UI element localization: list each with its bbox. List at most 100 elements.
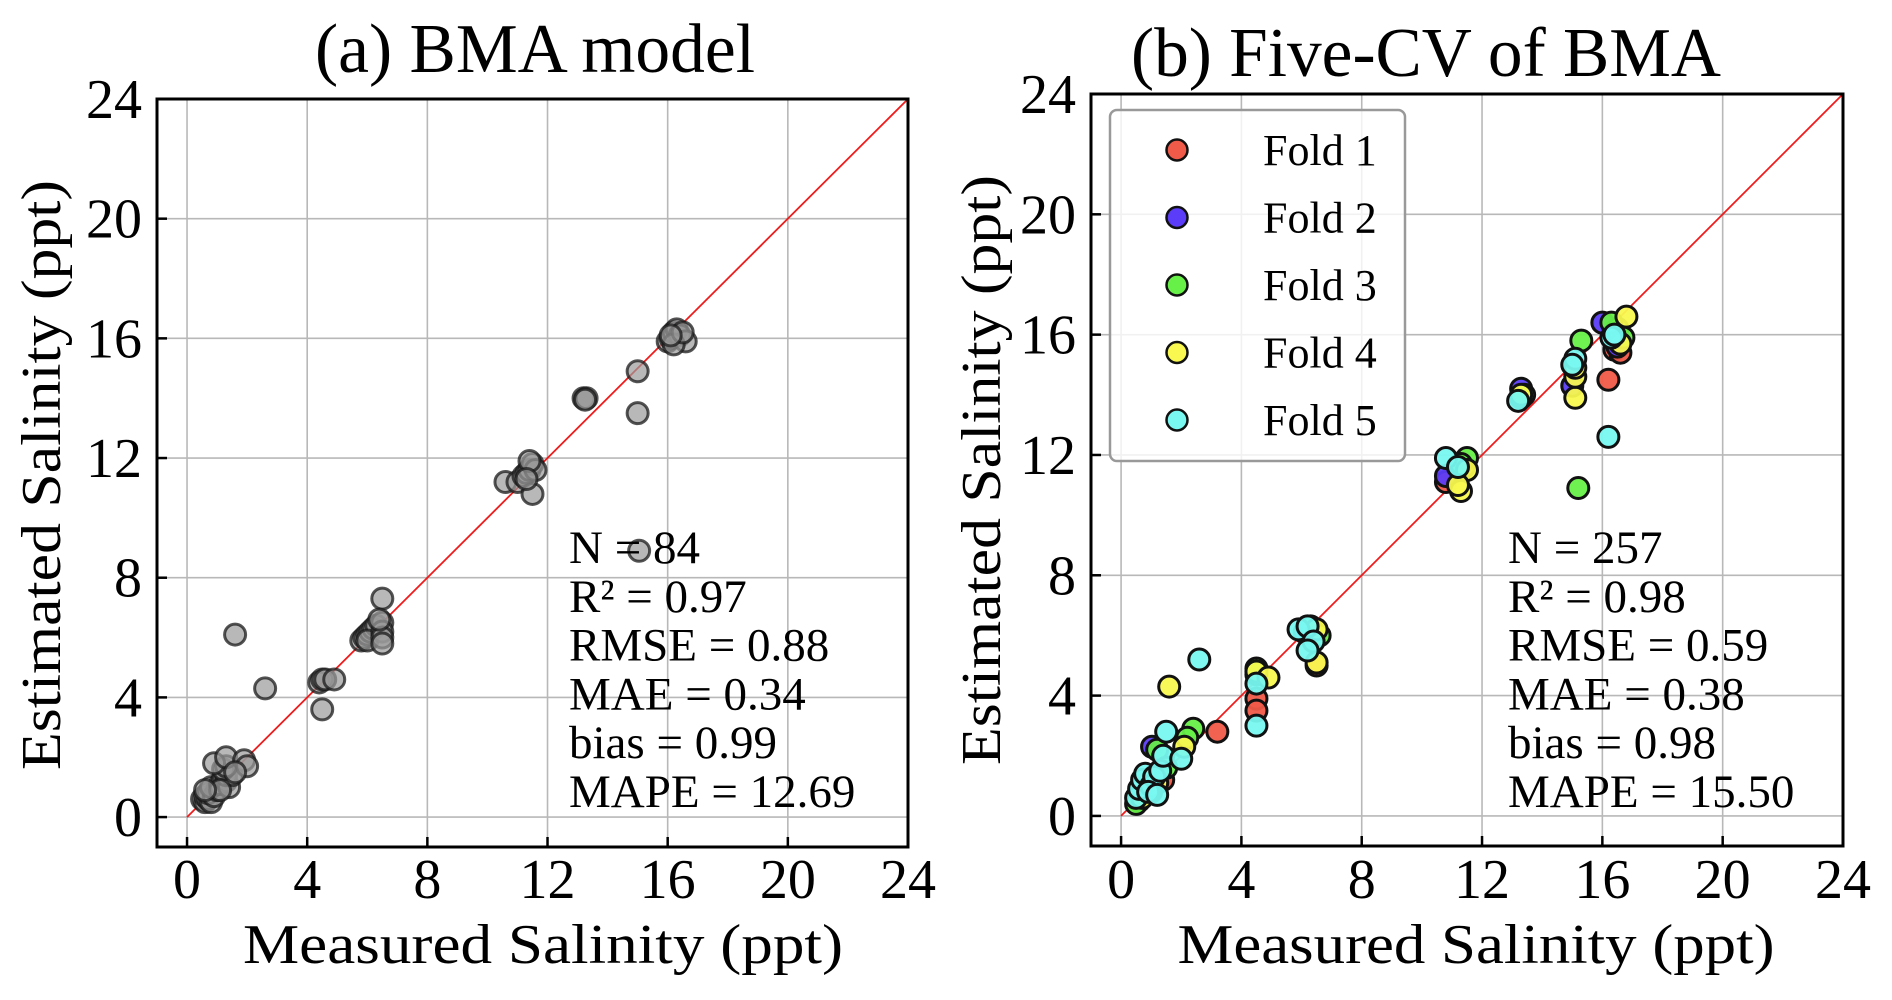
- y-tick-label: 12: [1020, 425, 1076, 487]
- panel-b-legend: Fold 1 Fold 2 Fold 3 Fold 4 Fold 5: [1108, 108, 1407, 463]
- y-tick-label: 24: [86, 69, 142, 131]
- stat-line: bias = 0.99: [569, 717, 777, 769]
- x-tick-label: 0: [173, 849, 201, 911]
- legend-item: Fold 3: [1165, 261, 1377, 310]
- data-point: [1187, 647, 1212, 672]
- panel-b-y-axis-label: Estimated Salinity (ppt): [951, 175, 1013, 765]
- data-point: [367, 607, 392, 632]
- x-tick-label: 0: [1107, 849, 1135, 911]
- data-point: [1596, 424, 1621, 449]
- legend-label: Fold 3: [1263, 261, 1377, 310]
- data-point: [370, 631, 395, 656]
- legend-label: Fold 5: [1263, 396, 1377, 445]
- panel-b-y-tick-labels: 0 4 8 12 16 20 24: [1020, 64, 1076, 848]
- data-point: [573, 387, 598, 412]
- series-fold-5: [1124, 322, 1627, 810]
- y-tick-label: 4: [1048, 666, 1076, 728]
- legend-label: Fold 4: [1263, 329, 1377, 378]
- legend-marker-icon: [1165, 273, 1189, 297]
- y-tick-label: 16: [86, 308, 142, 370]
- data-point: [370, 586, 395, 611]
- y-tick-label: 0: [114, 787, 142, 849]
- stat-line: MAE = 0.38: [1508, 668, 1745, 720]
- stat-line: bias = 0.98: [1508, 717, 1716, 769]
- stat-line: RMSE = 0.59: [1508, 620, 1768, 672]
- stat-line: RMSE = 0.88: [569, 620, 829, 672]
- legend-marker-icon: [1165, 408, 1189, 432]
- panel-b-x-tick-labels: 0 4 8 12 16 20 24: [1107, 849, 1871, 911]
- data-point: [253, 676, 278, 701]
- x-tick-label: 12: [520, 849, 576, 911]
- data-point: [223, 760, 248, 785]
- stat-line: MAPE = 15.50: [1508, 766, 1794, 818]
- data-point: [658, 323, 683, 348]
- legend-item: Fold 5: [1165, 396, 1377, 445]
- data-point: [1614, 304, 1639, 329]
- data-point: [1445, 454, 1470, 479]
- data-point: [1244, 671, 1269, 696]
- data-point: [1566, 476, 1591, 501]
- panel-b-ticks: [1091, 213, 1724, 846]
- x-tick-label: 16: [640, 849, 696, 911]
- data-point: [625, 359, 650, 384]
- legend-item: Fold 1: [1165, 126, 1377, 175]
- y-tick-label: 0: [1048, 786, 1076, 848]
- data-point: [514, 466, 539, 491]
- panel-a-axes-frame: [155, 97, 910, 849]
- data-point: [1596, 367, 1621, 392]
- panel-a-points: [190, 317, 698, 815]
- y-tick-label: 4: [114, 667, 142, 729]
- data-point: [1244, 713, 1269, 738]
- panel-a-x-axis-label: Measured Salinity (ppt): [243, 914, 843, 976]
- legend-label: Fold 2: [1263, 194, 1377, 243]
- legend-marker-icon: [1165, 205, 1189, 230]
- stat-line: N = 84: [569, 522, 700, 574]
- data-point: [1560, 352, 1585, 377]
- panel-a-title: (a) BMA model: [315, 11, 755, 88]
- panel-a-y-tick-labels: 0 4 8 12 16 20 24: [86, 69, 142, 849]
- panel-b-axes-frame: [1089, 92, 1845, 848]
- stat-line: MAE = 0.34: [569, 668, 806, 720]
- panel-b-x-axis-label: Measured Salinity (ppt): [1178, 914, 1775, 976]
- y-tick-label: 8: [1048, 545, 1076, 607]
- panel-a-x-tick-labels: 0 4 8 12 16 20 24: [173, 849, 936, 911]
- legend-item: Fold 4: [1165, 329, 1377, 378]
- stat-line: R² = 0.97: [569, 571, 747, 623]
- x-tick-label: 4: [293, 849, 321, 911]
- panel-b-points: [1124, 304, 1639, 816]
- data-point: [625, 401, 650, 426]
- data-point: [223, 622, 248, 647]
- panel-a-y-axis-label: Estimated Salinity (ppt): [11, 180, 73, 770]
- y-tick-label: 8: [114, 548, 142, 610]
- x-tick-label: 20: [1695, 849, 1751, 911]
- x-tick-label: 16: [1574, 849, 1630, 911]
- legend-marker-icon: [1165, 138, 1189, 162]
- y-tick-label: 12: [86, 428, 142, 490]
- x-tick-label: 20: [760, 849, 816, 911]
- legend-frame: [1108, 108, 1407, 463]
- panel-a-one-to-one-line: [186, 98, 909, 818]
- data-point: [1157, 674, 1182, 699]
- stat-line: MAPE = 12.69: [569, 766, 855, 818]
- stat-line: N = 257: [1508, 522, 1662, 574]
- data-point: [1563, 385, 1588, 410]
- y-tick-label: 20: [86, 189, 142, 251]
- data-point: [322, 667, 347, 692]
- data-point: [1154, 719, 1179, 744]
- panel-b-title: (b) Five-CV of BMA: [1131, 15, 1721, 92]
- legend-item: Fold 2: [1165, 194, 1377, 243]
- y-tick-label: 24: [1020, 64, 1076, 126]
- x-tick-label: 24: [1815, 849, 1871, 911]
- x-tick-label: 8: [413, 849, 441, 911]
- data-point: [1145, 782, 1170, 807]
- y-tick-label: 20: [1020, 184, 1076, 246]
- data-point: [1169, 746, 1194, 771]
- data-point: [1205, 719, 1230, 744]
- legend-label: Fold 1: [1263, 126, 1377, 175]
- panel-b: (b) Five-CV of BMA 0 4 8 12 16 20 24 0 4 8 12 16 20…: [951, 15, 1871, 976]
- stat-line: R² = 0.98: [1508, 571, 1686, 623]
- x-tick-label: 24: [880, 849, 936, 911]
